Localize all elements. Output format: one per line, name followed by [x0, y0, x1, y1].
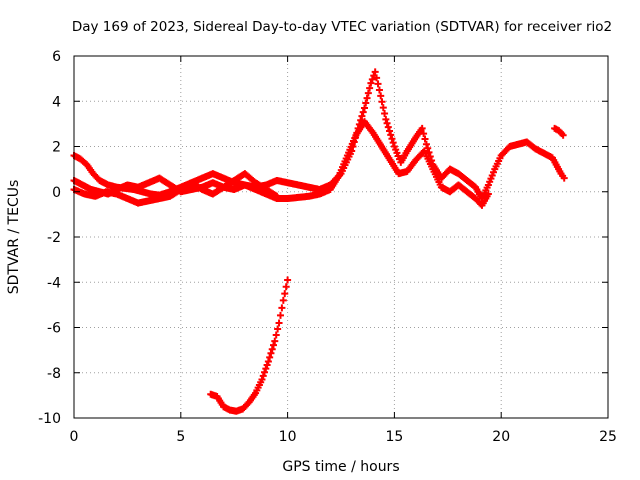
y-tick-label: -6: [47, 321, 61, 337]
x-tick-label: 5: [176, 429, 185, 445]
series-markers: [207, 276, 292, 415]
x-tick-label: 0: [70, 429, 79, 445]
series-markers: [551, 124, 567, 139]
series-track-d: [207, 276, 292, 415]
plot-frame: [73, 55, 609, 419]
x-tick-label: 25: [599, 429, 617, 445]
y-axis-label: SDTVAR / TECUs: [6, 180, 22, 295]
y-tick-label: -8: [47, 366, 61, 382]
y-tick-label: -10: [38, 411, 61, 427]
y-tick-label: -2: [47, 230, 61, 246]
y-tick-label: 6: [52, 49, 61, 65]
x-axis-label: GPS time / hours: [282, 459, 399, 475]
y-tick-label: 0: [52, 185, 61, 201]
chart-title: Day 169 of 2023, Sidereal Day-to-day VTE…: [72, 19, 612, 35]
y-tick-label: 4: [52, 94, 61, 110]
x-tick-label: 20: [492, 429, 510, 445]
series-track-e: [551, 124, 567, 139]
y-tick-label: -4: [47, 275, 61, 291]
y-tick-label: 2: [52, 140, 61, 156]
x-tick-label: 10: [279, 429, 297, 445]
x-tick-label: 15: [385, 429, 403, 445]
